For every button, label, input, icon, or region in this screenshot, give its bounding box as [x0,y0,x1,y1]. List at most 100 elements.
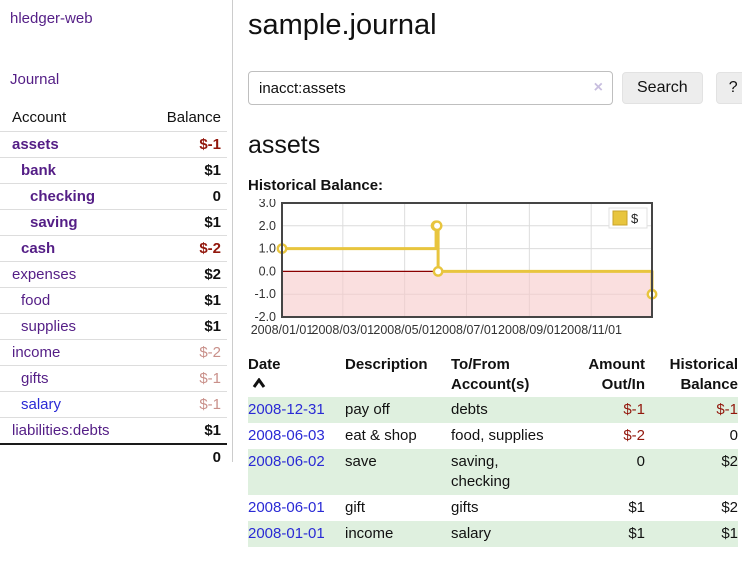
account-balance: $1 [146,287,227,314]
transaction-date-link[interactable]: 2008-06-01 [248,499,325,516]
account-balance: $1 [146,209,227,236]
account-row: bank $1 [0,157,227,184]
chart-title: Historical Balance: [248,177,384,194]
accounts-col-balance: Balance [166,109,221,126]
account-balance: $-1 [146,365,227,392]
account-link[interactable]: salary [21,396,62,413]
register-table: Date Description To/From Account(s) Amou… [248,353,738,547]
transaction-accounts: food, supplies [451,427,544,444]
accounts-col-account: Account [12,109,67,126]
svg-text:2008/09/01: 2008/09/01 [498,323,561,337]
account-link[interactable]: assets [12,136,59,153]
account-link[interactable]: gifts [21,370,49,387]
transaction-balance: $2 [721,453,738,470]
search-input-wrap: × [248,71,613,105]
search-input[interactable] [248,71,613,105]
clear-search-icon[interactable]: × [593,79,603,96]
historical-balance-chart: $3.0 2.0 1.0 0.0 -1.0 -2.02008/01/012008/03/0… [251,199,658,337]
main-content: sample.journal × Search ? assets Histori… [248,0,742,547]
transaction-accounts: salary [451,525,492,542]
account-row: gifts $-1 [0,365,227,392]
transaction-accounts: saving, checking [451,453,511,490]
svg-text:2008/01/01: 2008/01/01 [251,323,314,337]
account-row: expenses $2 [0,261,227,288]
account-balance: $-1 [146,391,227,418]
transaction-balance: $1 [721,525,738,542]
app-brand-link[interactable]: hledger-web [10,10,93,27]
account-balance: $-2 [146,339,227,366]
register-col-balance: Historical Balance [669,356,738,393]
account-link[interactable]: income [12,344,61,361]
account-balance: $-1 [146,131,227,158]
transaction-date-link[interactable]: 2008-12-31 [248,401,325,418]
account-balance: $2 [146,261,227,288]
transaction-row: 2008-01-01 income salary $1 $1 [248,521,738,547]
account-heading: assets [248,131,321,159]
account-row: saving $1 [0,209,227,236]
account-row: assets $-1 [0,131,227,158]
svg-text:2008/05/01: 2008/05/01 [373,323,436,337]
transaction-description: gift [345,499,366,516]
account-balance: 0 [146,183,227,210]
transaction-row: 2008-06-02 save saving, checking 0 $2 [248,449,738,495]
page-title: sample.journal [248,9,437,41]
register-col-amount: Amount Out/In [588,356,645,393]
help-button[interactable]: ? [715,72,742,104]
sidebar-item-journal[interactable]: Journal [10,71,60,88]
transaction-amount: $1 [628,499,645,516]
transaction-description: eat & shop [345,427,417,444]
account-row: liabilities:debts $1 [0,417,227,444]
register-col-description: Description [345,356,428,373]
search-button[interactable]: Search [622,72,703,104]
transaction-date-link[interactable]: 2008-01-01 [248,525,325,542]
svg-text:2008/03/01: 2008/03/01 [312,323,375,337]
account-link[interactable]: food [21,292,51,309]
transaction-balance: 0 [729,427,738,444]
account-balance: $1 [146,417,227,444]
account-row: food $1 [0,287,227,314]
transaction-amount: 0 [636,453,645,470]
transaction-description: save [345,453,377,470]
transaction-amount: $1 [628,525,645,542]
account-row: cash $-2 [0,235,227,262]
transaction-row: 2008-06-03 eat & shop food, supplies $-2… [248,423,738,449]
transaction-balance: $-1 [716,401,738,418]
accounts-total-value: 0 [146,443,227,470]
transaction-date-link[interactable]: 2008-06-02 [248,453,325,470]
account-link[interactable]: bank [21,162,57,179]
account-link[interactable]: expenses [12,266,77,283]
svg-text:3.0: 3.0 [259,199,276,210]
svg-text:-1.0: -1.0 [254,287,276,301]
accounts-table: Account Balance assets $-1 bank $1 check… [0,104,227,470]
transaction-date-link[interactable]: 2008-06-03 [248,427,325,444]
account-row: salary $-1 [0,391,227,418]
account-row: checking 0 [0,183,227,210]
register-header-row: Date Description To/From Account(s) Amou… [248,353,738,397]
transaction-amount: $-1 [623,401,645,418]
transaction-accounts: debts [451,401,488,418]
account-link[interactable]: saving [30,214,78,231]
transaction-accounts: gifts [451,499,479,516]
sidebar: hledger-web Journal Account Balance asse… [0,0,233,470]
transaction-row: 2008-12-31 pay off debts $-1 $-1 [248,397,738,423]
register-col-date[interactable]: Date [248,353,345,397]
svg-text:2008/11/01: 2008/11/01 [560,323,622,337]
account-row: income $-2 [0,339,227,366]
account-balance: $1 [146,313,227,340]
account-balance: $-2 [146,235,227,262]
account-link[interactable]: supplies [21,318,77,335]
accounts-total-row: 0 [0,443,227,470]
svg-text:0.0: 0.0 [259,264,276,278]
transaction-amount: $-2 [623,427,645,444]
account-link[interactable]: liabilities:debts [12,422,110,439]
transaction-description: pay off [345,401,390,418]
svg-text:2.0: 2.0 [259,219,276,233]
account-link[interactable]: cash [21,240,56,257]
svg-text:1.0: 1.0 [259,242,276,256]
svg-text:2008/07/01: 2008/07/01 [435,323,498,337]
svg-text:-2.0: -2.0 [254,310,276,324]
transaction-row: 2008-06-01 gift gifts $1 $2 [248,495,738,521]
account-link[interactable]: checking [30,188,96,205]
spacer [0,443,147,470]
register-col-accounts: To/From Account(s) [451,356,530,393]
